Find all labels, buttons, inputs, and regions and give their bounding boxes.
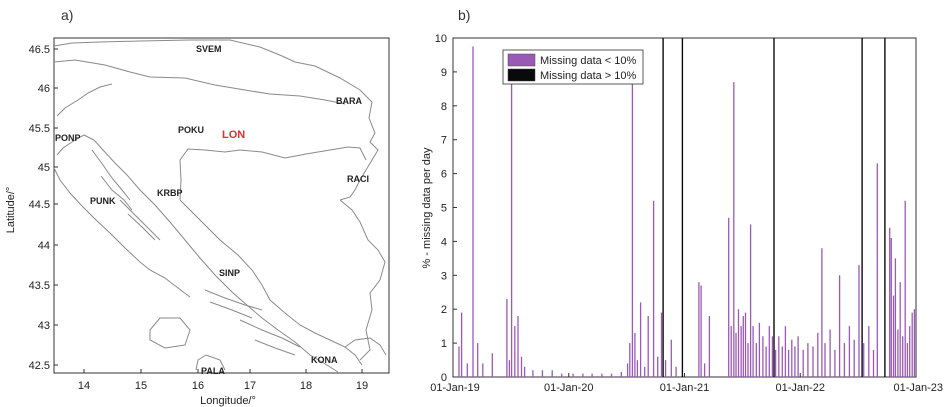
map-x-tick-label: 16 — [192, 380, 204, 392]
map-panel: a) — [5, 7, 390, 407]
map-x-tick-label: 19 — [356, 380, 368, 392]
legend: Missing data < 10% Missing data > 10% — [502, 49, 644, 85]
station-label-raci: RACI — [347, 174, 369, 184]
map-y-tick-label: 45.5 — [29, 123, 50, 135]
panel-a-label: a) — [61, 7, 73, 23]
y-tick-label: 0 — [441, 372, 447, 384]
station-label-bara: BARA — [336, 96, 362, 106]
map-y-tick-label: 44 — [38, 240, 50, 252]
y-tick-label: 8 — [441, 101, 447, 113]
station-label-kona: KONA — [311, 355, 338, 365]
legend-swatch-under-10 — [507, 53, 536, 67]
map-y-tick-label: 46.5 — [29, 44, 50, 56]
x-tick-label: 01-Jan-22 — [775, 382, 825, 394]
map-x-tick-marks — [54, 48, 363, 373]
map-x-tick-label: 17 — [244, 380, 256, 392]
x-axis-ticks: 01-Jan-19 01-Jan-20 01-Jan-21 01-Jan-22 01-J… — [430, 373, 943, 394]
x-tick-label: 01-Jan-21 — [660, 382, 710, 394]
legend-label-under-10: Missing data < 10% — [540, 55, 637, 67]
y-axis-ticks: 0 1 2 3 4 5 6 7 8 9 10 — [435, 33, 457, 384]
plot-area — [452, 37, 917, 378]
y-tick-label: 1 — [441, 338, 447, 350]
x-tick-label: 01-Jan-20 — [544, 382, 594, 394]
station-label-ponp: PONP — [55, 133, 81, 143]
y-tick-label: 2 — [441, 304, 447, 316]
map-y-tick-label: 46 — [38, 83, 50, 95]
y-tick-label: 9 — [441, 67, 447, 79]
map-y-tick-label: 43 — [38, 320, 50, 332]
y-tick-label: 6 — [441, 169, 447, 181]
y-tick-label: 3 — [441, 270, 447, 282]
bars-group — [458, 38, 916, 377]
map-x-tick-label: 14 — [78, 380, 90, 392]
station-label-pala: PALA — [201, 366, 225, 376]
y-tick-label: 4 — [441, 236, 447, 248]
y-tick-label: 7 — [441, 135, 447, 147]
map-frame — [53, 37, 390, 374]
map-y-tick-label: 42.5 — [29, 360, 50, 372]
station-label-punk: PUNK — [90, 196, 116, 206]
map-y-tick-label: 44.5 — [29, 199, 50, 211]
x-tick-label: 01-Jan-23 — [893, 382, 943, 394]
map-x-tick-label: 18 — [300, 380, 312, 392]
legend-swatch-over-10 — [507, 68, 536, 82]
map-y-tick-label: 43.5 — [29, 280, 50, 292]
map-y-axis-label: Latitude/° — [5, 187, 17, 234]
map-x-tick-label: 15 — [135, 380, 147, 392]
map-y-tick-label: 45 — [38, 162, 50, 174]
map-x-ticks: 14 15 16 17 18 19 — [78, 380, 368, 392]
panel-b-label: b) — [458, 7, 470, 23]
coastline-and-borders — [53, 39, 387, 373]
y-tick-label: 10 — [435, 33, 447, 45]
station-label-lon: LON — [222, 129, 245, 141]
station-labels: SVEM BARA POKU LON PONP RACI PUNK KRBP S… — [55, 44, 369, 376]
map-y-ticks: 46.5 46 45.5 45 44.5 44 43.5 43 42.5 — [29, 44, 50, 372]
x-tick-label: 01-Jan-19 — [430, 382, 480, 394]
station-label-krbp: KRBP — [157, 188, 183, 198]
legend-label-over-10: Missing data > 10% — [540, 70, 637, 82]
station-label-svem: SVEM — [196, 44, 222, 54]
station-label-poku: POKU — [178, 125, 204, 135]
station-label-sinp: SINP — [219, 268, 240, 278]
map-x-axis-label: Longitude/° — [200, 395, 256, 407]
y-axis-label: % - missing data per day — [421, 147, 433, 269]
y-tick-label: 5 — [441, 203, 447, 215]
